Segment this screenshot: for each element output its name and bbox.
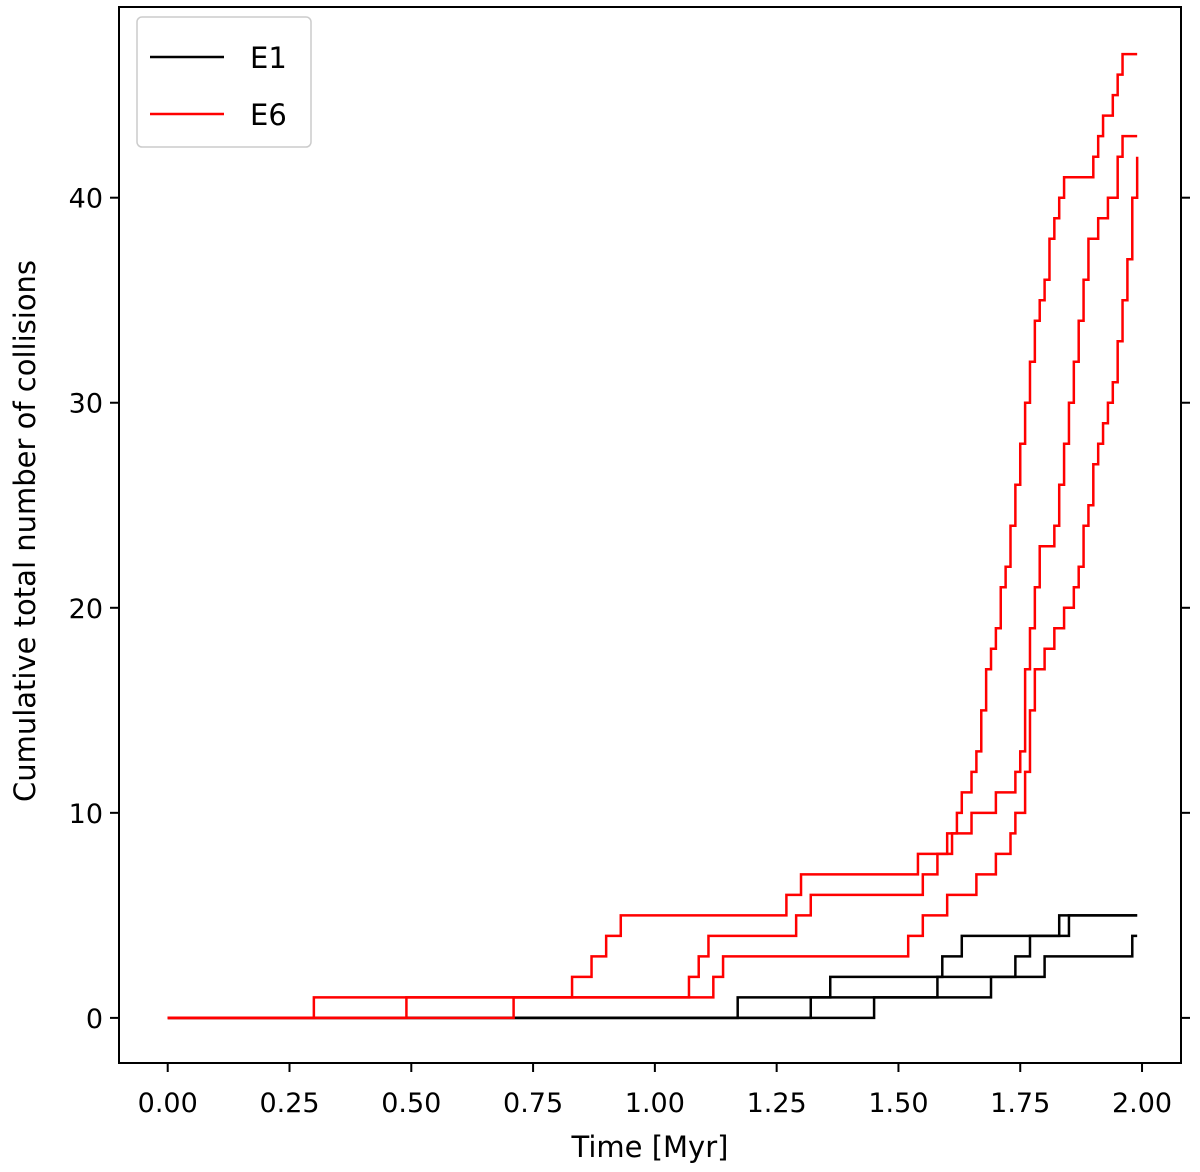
series-line-e6-4: [167, 52, 1138, 1020]
y-tick-label: 30: [69, 389, 103, 420]
x-tick-label: 0.75: [503, 1088, 563, 1119]
x-tick-label: 1.75: [990, 1088, 1050, 1119]
x-tick-label: 2.00: [1112, 1088, 1172, 1119]
legend-label-e6: E6: [250, 98, 287, 132]
legend: E1 E6: [136, 16, 312, 148]
x-tick-label: 0.25: [259, 1088, 319, 1119]
series-line-e1-1: [167, 914, 1138, 1020]
series-line-e6-6: [167, 156, 1139, 1020]
x-tick-label: 1.50: [868, 1088, 928, 1119]
legend-label-e1: E1: [250, 41, 287, 75]
x-tick-label: 0.00: [138, 1088, 198, 1119]
plot-frame: [118, 6, 1182, 1064]
y-axis-label: Cumulative total number of collisions: [8, 260, 42, 802]
x-tick-label: 0.50: [381, 1088, 441, 1119]
x-axis-label: Time [Myr]: [571, 1130, 729, 1164]
y-tick-label: 40: [69, 184, 103, 215]
y-tick-label: 20: [69, 594, 103, 625]
x-tick-label: 1.25: [747, 1088, 807, 1119]
axis-ticks: 0.00 0.25 0.50 0.75 1.00 1.25 1.50 1.75 2.00 0 10 2…: [69, 184, 1190, 1119]
series-line-e6-5: [167, 134, 1138, 1020]
series-line-e1-2: [167, 914, 1138, 1020]
series-line-e1-3: [167, 934, 1138, 1020]
y-tick-label: 0: [86, 1004, 103, 1035]
y-tick-label: 10: [69, 799, 103, 830]
x-tick-label: 1.00: [625, 1088, 685, 1119]
plot-lines: [167, 52, 1139, 1020]
